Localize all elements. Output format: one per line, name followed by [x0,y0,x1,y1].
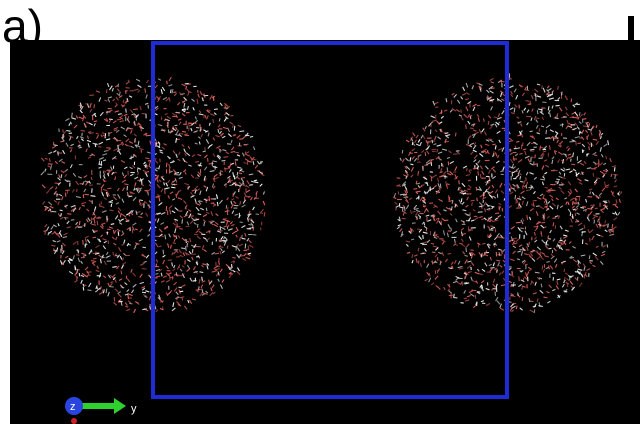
molecular-scene: z y [40,41,623,424]
adjacent-panel-label-fragment [628,16,634,42]
z-axis-icon [65,397,83,415]
simulation-view: z y [10,40,640,424]
y-axis-label: y [131,403,137,415]
y-axis-arrowhead [114,398,126,414]
x-axis-stub-icon [71,418,77,424]
water-droplet-left [40,76,266,314]
z-axis-label: z [70,401,76,413]
simulation-box [151,41,509,399]
axis-indicator: z y [65,397,137,424]
